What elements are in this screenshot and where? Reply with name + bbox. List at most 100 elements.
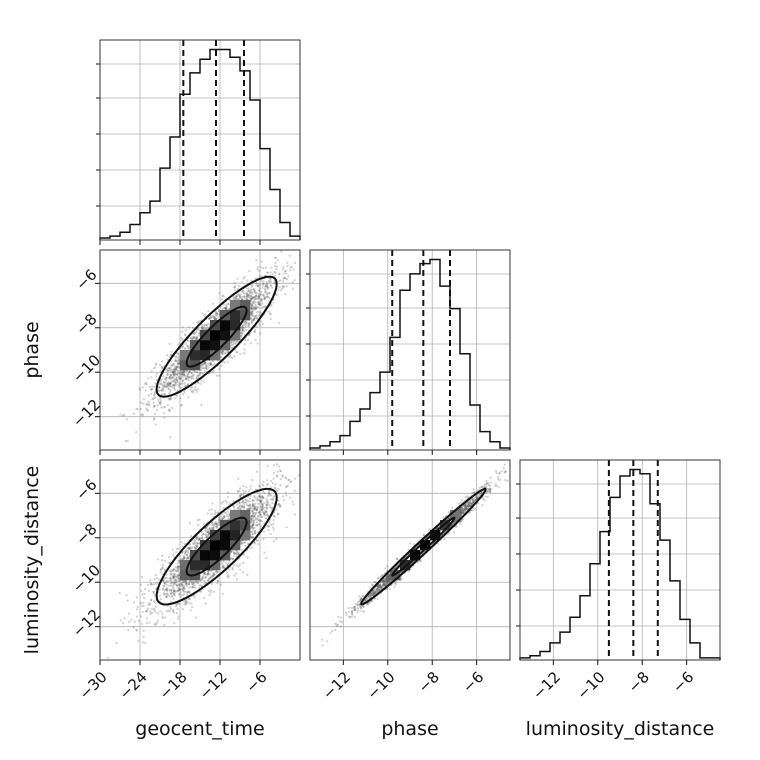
scatter-point [273,495,276,498]
scatter-point [366,598,369,601]
density-bin [230,310,241,321]
scatter-point [262,282,265,285]
scatter-point [339,620,342,623]
scatter-point [157,389,160,392]
scatter-point [247,290,250,293]
scatter-point [372,592,375,595]
scatter-point [468,500,471,503]
scatter-point [258,484,261,488]
scatter-point [270,523,273,527]
scatter-point [486,481,489,484]
scatter-point [212,573,215,577]
scatter-point [386,575,390,578]
scatter-point [257,301,260,304]
scatter-point [266,479,269,482]
scatter-point [176,547,180,550]
scatter-point [258,324,261,327]
scatter-point [178,366,181,370]
scatter-point [187,556,190,559]
scatter-point [174,590,177,593]
panel-frame [99,459,301,661]
scatter-point [189,388,192,391]
scatter-point [265,271,268,274]
scatter-point [178,372,181,375]
density-bin [220,330,231,341]
scatter-point [186,377,189,380]
scatter-point [166,588,169,591]
scatter-point [205,327,208,331]
scatter-point [179,557,182,561]
density-bin [200,540,211,551]
x-tick-label-luminosity_distance: −6 [669,668,697,696]
scatter-point [480,491,483,494]
scatter-point [266,283,269,286]
scatter-point [263,287,266,290]
scatter-point [468,511,471,514]
scatter-point [195,370,198,374]
scatter-point [266,514,270,517]
scatter-point [378,586,381,589]
scatter-point [471,502,474,505]
scatter-point [188,557,191,560]
scatter-point [172,371,175,374]
scatter-point [253,515,256,518]
scatter-point [470,502,473,505]
scatter-point [371,584,374,587]
scatter-point [172,569,175,573]
scatter-point [262,490,265,493]
scatter-point [204,361,207,364]
scatter-point [211,528,214,531]
scatter-point [137,639,140,642]
scatter-point [375,591,378,594]
scatter-point [353,607,356,610]
scatter-point [159,401,162,405]
scatter-point [217,519,221,522]
scatter-point [169,605,172,608]
scatter-point [464,506,467,509]
scatter-point [249,342,253,345]
scatter-point [237,551,240,554]
scatter-point [191,374,194,377]
scatter-point [460,506,463,509]
scatter-point [265,286,268,289]
scatter-point [461,511,464,514]
scatter-point [178,587,181,590]
scatter-point [189,609,192,612]
scatter-point [228,568,231,571]
scatter-point [164,385,167,388]
scatter-point [185,582,188,586]
scatter-point [286,261,289,264]
scatter-point [254,297,257,300]
scatter-point [176,589,179,592]
scatter-point [521,452,523,454]
x-axis-label-phase: phase [381,718,438,740]
scatter-point [175,355,178,358]
scatter-point [237,298,240,301]
scatter-point [394,566,397,569]
scatter-point [225,515,229,518]
scatter-point [170,577,173,580]
scatter-point [256,499,259,502]
scatter-point [188,548,191,551]
scatter-point [178,584,181,587]
scatter-point [378,587,381,590]
scatter-point [253,508,256,511]
scatter-point [211,371,214,374]
scatter-point [249,291,252,294]
scatter-point [242,291,245,294]
scatter-point [176,379,179,382]
scatter-point [159,379,163,382]
density-bin [230,530,241,541]
scatter-point [172,370,176,373]
scatter-point [240,541,243,544]
scatter-point [228,502,231,505]
scatter-point [164,588,168,591]
scatter-point [235,341,238,344]
scatter-point [177,589,180,592]
scatter-point [168,576,172,579]
scatter-point [253,526,256,529]
scatter-point [126,599,129,602]
scatter-point [243,295,246,298]
scatter-point [386,574,390,577]
scatter-point [259,519,262,522]
